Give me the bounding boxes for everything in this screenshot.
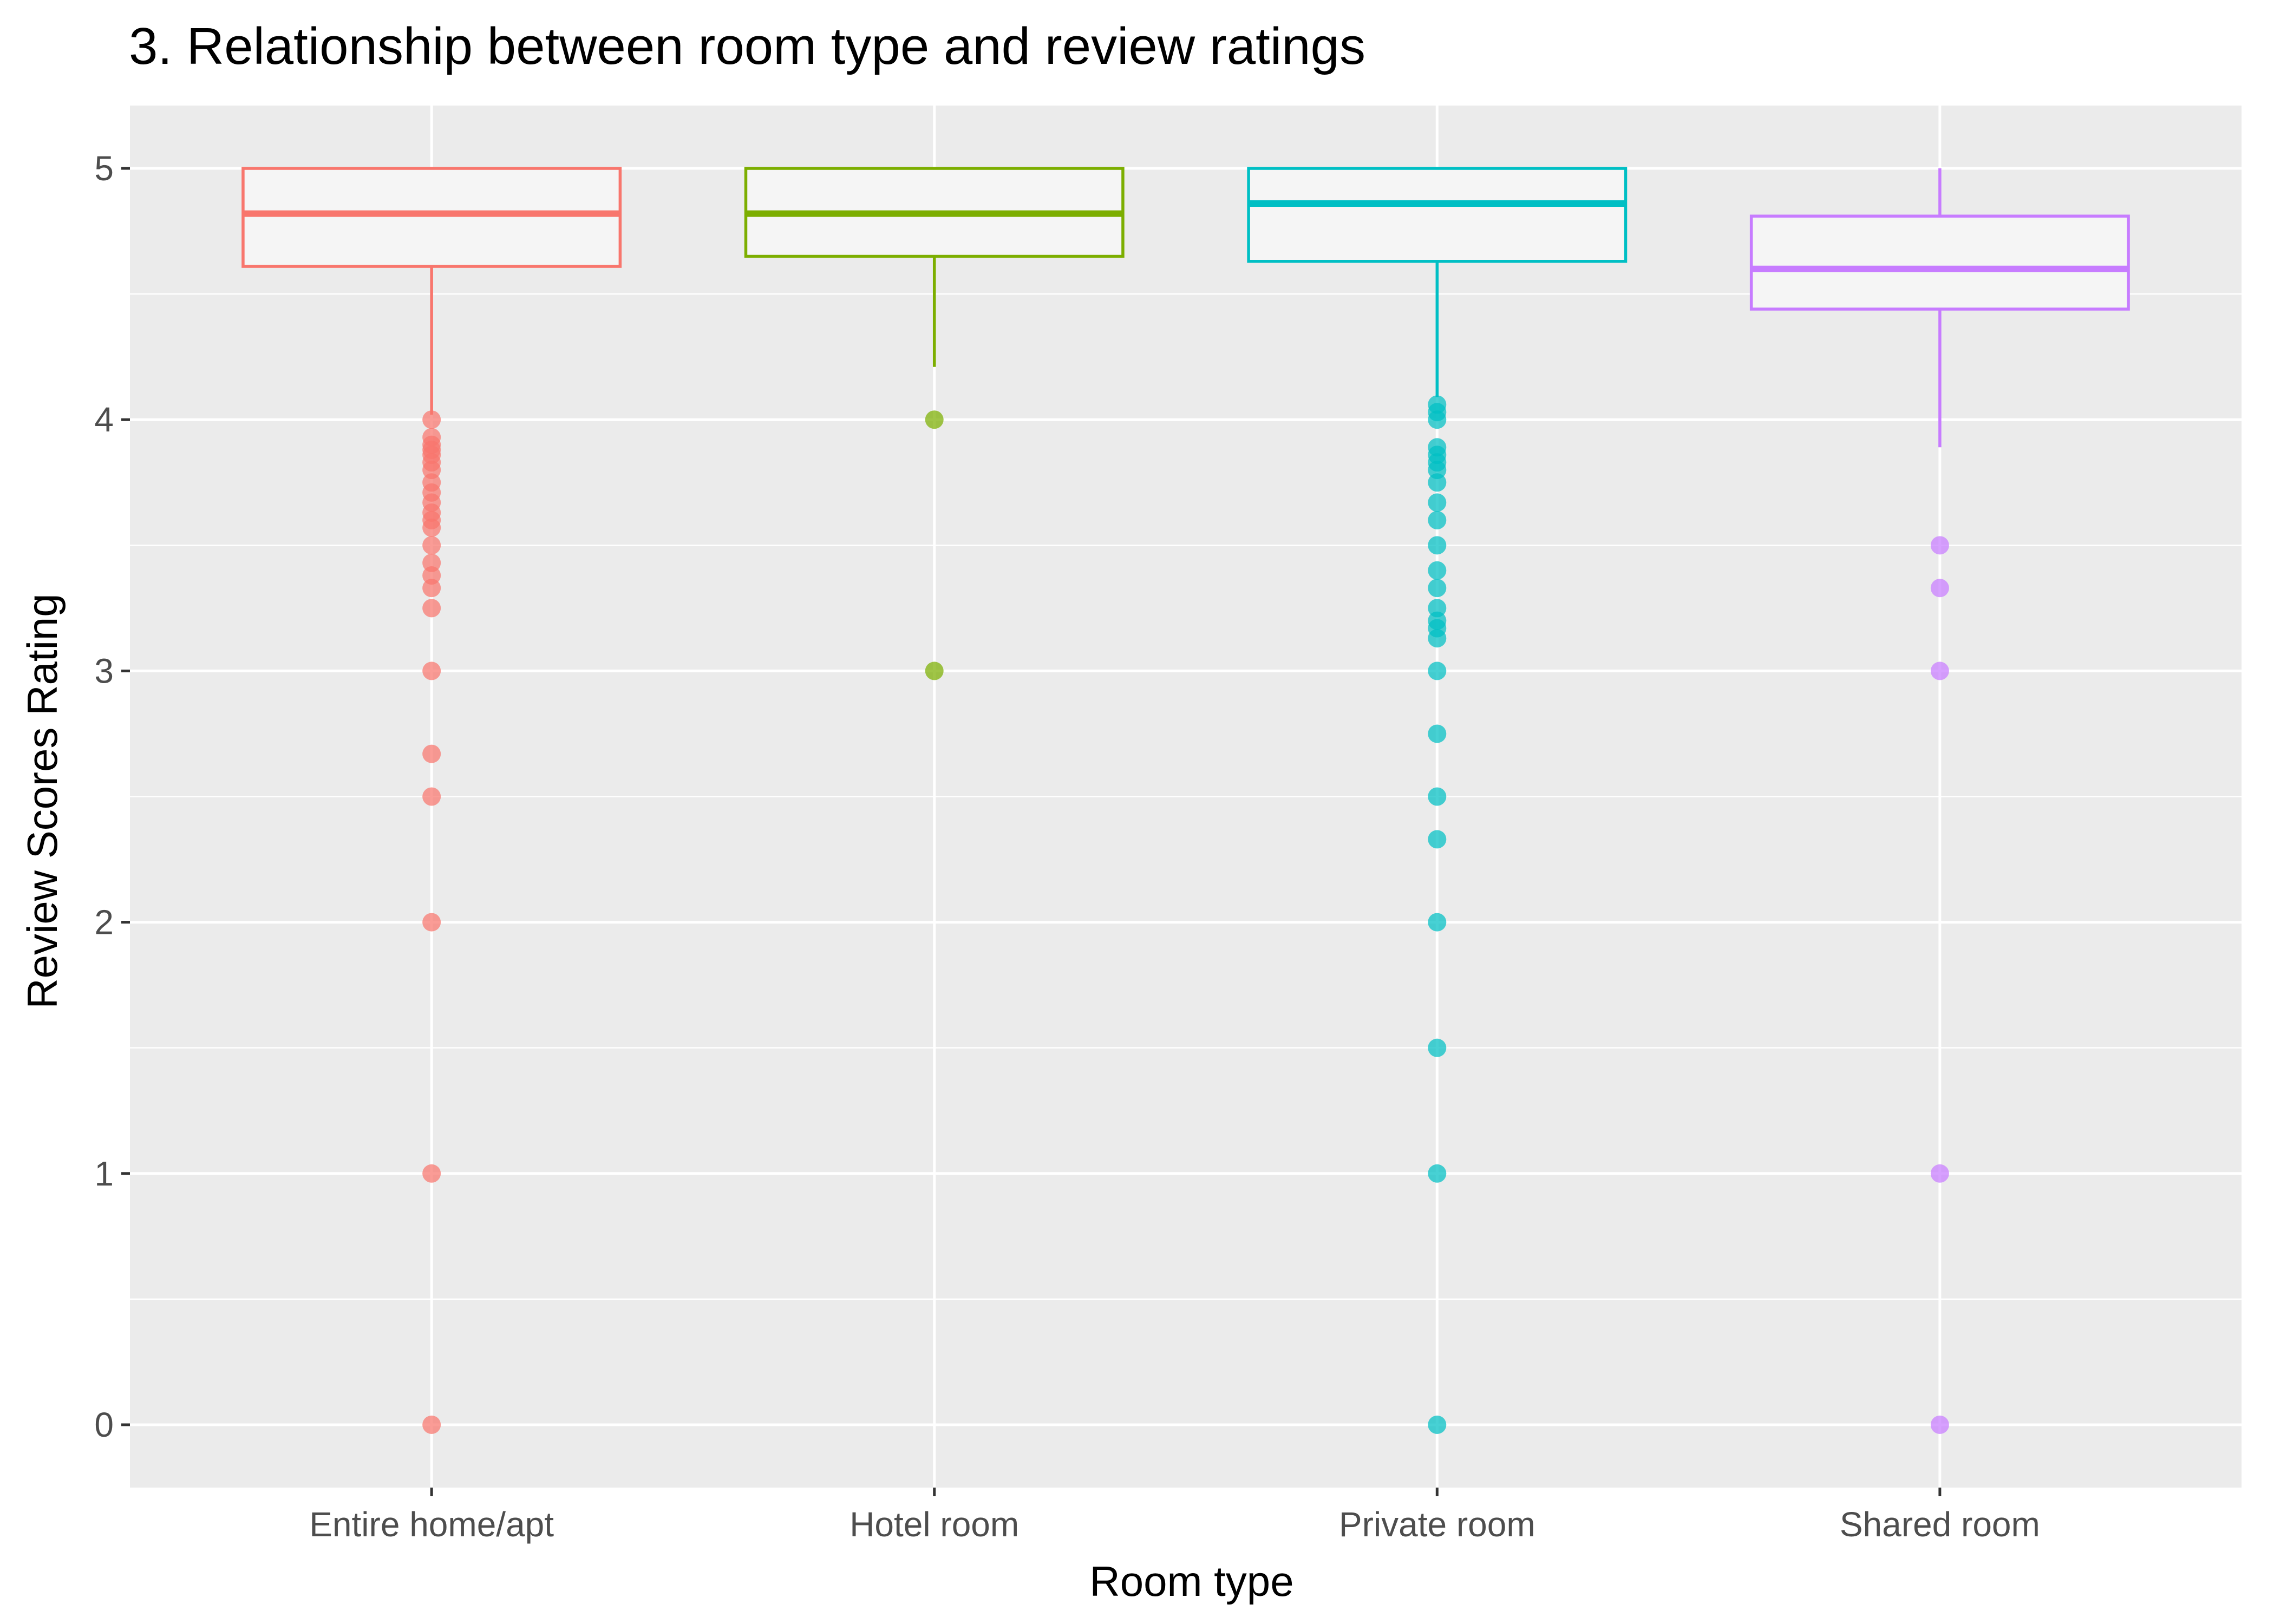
outlier-point (422, 518, 441, 537)
y-tick-label: 0 (94, 1405, 114, 1444)
outlier-point (1428, 410, 1447, 429)
x-tick-label: Shared room (1840, 1505, 2040, 1544)
x-tick-label: Private room (1339, 1505, 1535, 1544)
box (1247, 167, 1628, 263)
outlier-point (1930, 536, 1949, 555)
outlier-point (1428, 913, 1447, 932)
y-tick-label: 1 (94, 1154, 114, 1193)
outlier-point (1428, 1415, 1447, 1434)
outlier-point (1428, 493, 1447, 512)
y-tick-label: 4 (94, 400, 114, 439)
x-tick-label: Hotel room (850, 1505, 1019, 1544)
box (241, 167, 622, 268)
outlier-point (1428, 536, 1447, 555)
y-tick-label: 2 (94, 903, 114, 942)
outlier-point (422, 599, 441, 618)
outlier-point (422, 1415, 441, 1434)
outlier-point (1930, 579, 1949, 598)
outlier-point (1428, 830, 1447, 849)
outlier-point (422, 662, 441, 680)
outlier-point (1930, 1415, 1949, 1434)
y-tick-label: 3 (94, 651, 114, 690)
outlier-point (1428, 473, 1447, 492)
outlier-point (1930, 662, 1949, 680)
x-tick-label: Entire home/apt (309, 1505, 554, 1544)
outlier-point (422, 579, 441, 598)
outlier-point (1930, 1164, 1949, 1183)
outlier-point (422, 1164, 441, 1183)
outlier-point (1428, 1164, 1447, 1183)
plot-area: 0 1 2 3 4 5 Entire home/apt Hotel room Private r… (94, 106, 2242, 1544)
outlier-point (1428, 629, 1447, 648)
box (1749, 214, 2130, 311)
outlier-point (1428, 662, 1447, 680)
y-tick-label: 5 (94, 149, 114, 188)
outlier-point (925, 410, 944, 429)
outlier-point (422, 913, 441, 932)
outlier-point (422, 744, 441, 763)
x-axis-label: Room type (1089, 1557, 1293, 1605)
chart-title: 3. Relationship between room type and re… (129, 17, 1365, 75)
outlier-point (925, 662, 944, 680)
outlier-point (422, 787, 441, 806)
outlier-point (1428, 579, 1447, 598)
outlier-point (422, 536, 441, 555)
y-axis-label: Review Scores Rating (18, 593, 66, 1009)
outlier-point (422, 410, 441, 429)
outlier-point (1428, 510, 1447, 529)
outlier-point (1428, 787, 1447, 806)
outlier-point (1428, 1038, 1447, 1057)
outlier-point (1428, 724, 1447, 743)
outlier-point (1428, 561, 1447, 580)
